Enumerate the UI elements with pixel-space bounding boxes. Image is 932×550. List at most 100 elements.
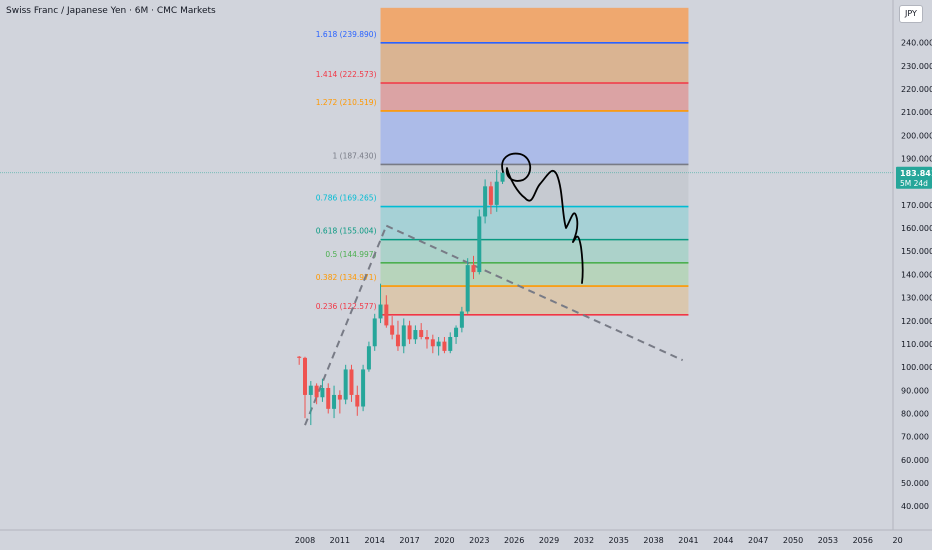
trendlines [304, 224, 684, 426]
candle-35 [500, 172, 505, 184]
price-axis: 40.000 50.000 60.000 70.000 80.000 90.000 100.… [892, 0, 932, 550]
fib-zone-8 [380, 286, 689, 315]
candle-17 [395, 320, 400, 351]
fib-label-7: 0.382 (134.971) [316, 273, 377, 282]
candle-body [366, 346, 371, 370]
x-tick-label: 2041 [678, 536, 698, 545]
candle-body [337, 394, 342, 400]
candle-4 [320, 378, 325, 402]
currency-selector[interactable]: JPY [899, 5, 923, 23]
time-axis: 2008 2011 2014 2017 2020 2023 2026 2029 2032 2035… [0, 529, 932, 550]
fib-zone-3 [380, 110, 689, 165]
candle-14 [378, 283, 383, 324]
candle-body [401, 325, 406, 347]
candle-8 [343, 364, 348, 405]
x-tick-label: 2035 [609, 536, 629, 545]
candle-body [395, 334, 400, 347]
candle-body [488, 186, 493, 205]
fib-zones [380, 7, 689, 315]
x-tick-label: 2050 [783, 536, 803, 545]
fib-zone-2 [380, 82, 689, 111]
x-tick-label: 2026 [504, 536, 524, 545]
y-tick-label: 40.000 [901, 502, 929, 511]
candle-18 [401, 318, 406, 354]
x-tick-label: 20 [893, 536, 903, 545]
y-tick-label: 200.000 [901, 131, 932, 140]
y-tick-label: 110.000 [901, 340, 932, 349]
x-tick-label: 2020 [434, 536, 454, 545]
fib-label-3: 1 (187.430) [332, 151, 376, 160]
y-tick-label: 50.000 [901, 479, 929, 488]
fib-zone-1 [380, 42, 689, 83]
candle-body [326, 387, 331, 409]
candle-27 [454, 325, 459, 344]
fib-zone-5 [380, 206, 689, 240]
candle-body [390, 325, 395, 335]
candle-3 [314, 383, 319, 405]
candle-body [483, 186, 488, 217]
candle-13 [372, 313, 377, 351]
trendline-1 [385, 224, 684, 362]
candle-body [454, 327, 459, 337]
price-badge-countdown: 5M 24d [900, 179, 928, 188]
candle-body [349, 369, 354, 395]
candle-11 [361, 364, 366, 412]
candle-25 [442, 336, 447, 354]
y-tick-label: 90.000 [901, 386, 929, 395]
candle-body [448, 336, 453, 351]
y-tick-label: 220.000 [901, 85, 932, 94]
price-badge [896, 166, 932, 189]
y-tick-label: 190.000 [901, 155, 932, 164]
y-tick-label: 240.000 [901, 39, 932, 48]
price-badge-value: 183.841 [900, 169, 932, 178]
x-tick-label: 2029 [539, 536, 559, 545]
candle-26 [448, 332, 453, 354]
fib-label-0: 1.618 (239.890) [316, 30, 377, 39]
x-tick-label: 2047 [748, 536, 768, 545]
x-tick-label: 2044 [713, 536, 733, 545]
y-tick-label: 130.000 [901, 294, 932, 303]
candle-29 [465, 258, 470, 314]
fib-label-8: 0.236 (122.577) [316, 302, 377, 311]
chart-title: Swiss Franc / Japanese Yen · 6M · CMC Ma… [6, 6, 216, 16]
candle-body [459, 311, 464, 328]
candle-body [332, 394, 337, 409]
candle-body [355, 394, 360, 407]
candle-7 [337, 390, 342, 414]
x-tick-label: 2056 [853, 536, 873, 545]
hand-drawn-projection [501, 152, 584, 284]
y-tick-label: 140.000 [901, 270, 932, 279]
candle-body [320, 387, 325, 398]
candle-0 [297, 355, 302, 365]
candle-34 [494, 170, 499, 212]
candle-10 [355, 385, 360, 416]
candle-19 [407, 320, 412, 344]
candle-body [378, 304, 383, 319]
y-tick-label: 60.000 [901, 456, 929, 465]
x-tick-label: 2014 [365, 536, 385, 545]
candle-1 [303, 356, 307, 419]
fib-zone-0 [380, 7, 689, 43]
candle-28 [459, 306, 464, 333]
candle-body [494, 181, 499, 205]
x-tick-label: 2038 [643, 536, 663, 545]
y-tick-label: 210.000 [901, 108, 932, 117]
x-tick-label: 2053 [818, 536, 838, 545]
fib-label-1: 1.414 (222.573) [316, 70, 377, 79]
candle-24 [436, 336, 441, 356]
candle-5 [326, 383, 331, 414]
time-axis-bg [0, 530, 932, 550]
candle-body [372, 318, 377, 347]
price-axis-bg [893, 0, 932, 550]
candle-32 [483, 179, 488, 224]
x-tick-label: 2032 [574, 536, 594, 545]
candle-21 [419, 323, 424, 340]
candle-body [384, 304, 389, 326]
candle-body [413, 330, 418, 340]
candle-body [471, 265, 476, 273]
candle-22 [425, 330, 430, 349]
fib-label-4: 0.786 (169.265) [316, 194, 377, 203]
candle-body [308, 385, 313, 395]
